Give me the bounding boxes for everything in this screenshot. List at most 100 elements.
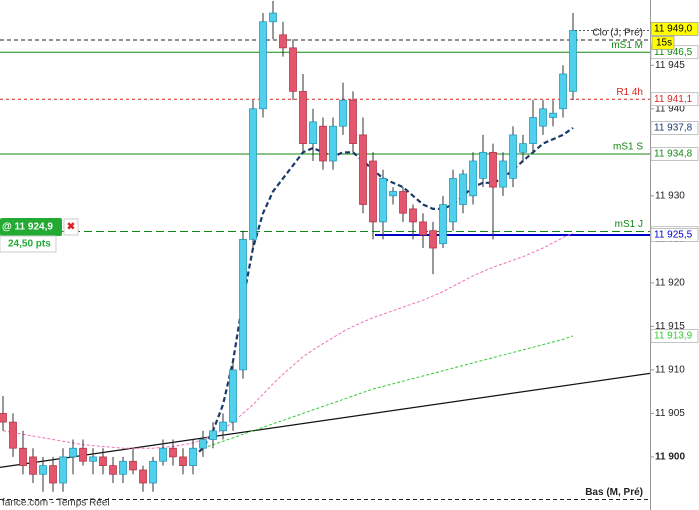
candle-body xyxy=(499,160,507,188)
candle-body xyxy=(179,456,187,466)
points-box xyxy=(0,235,57,253)
y-tick-label: 11 905 xyxy=(655,408,685,419)
candle-body xyxy=(389,191,397,197)
value-box-label: 11 941,1 xyxy=(654,94,693,105)
y-tick-label: 11 915 xyxy=(655,321,685,332)
candle-body xyxy=(89,456,97,462)
y-tick-label: 11 945 xyxy=(655,60,685,71)
candle-body xyxy=(69,447,77,458)
candle-body xyxy=(209,430,217,440)
candle-body xyxy=(409,208,417,223)
candle-body xyxy=(289,47,297,92)
candle-body xyxy=(309,121,317,144)
candle-body xyxy=(329,125,337,162)
order-label: @ 11 924,9 xyxy=(2,222,53,233)
candle-body xyxy=(39,465,47,475)
candle-body xyxy=(299,91,307,144)
candle-body xyxy=(379,178,387,223)
candle-body xyxy=(189,447,197,466)
candle-body xyxy=(339,99,347,127)
candle-body xyxy=(459,173,467,205)
candle-body xyxy=(119,460,127,475)
value-box-label: 11 937,8 xyxy=(654,123,693,134)
close-button[interactable] xyxy=(63,218,79,236)
level-label: mS1 J xyxy=(615,219,643,230)
candle-body xyxy=(29,456,37,475)
candle-body xyxy=(9,421,17,449)
candle-body xyxy=(529,117,537,144)
candle-body xyxy=(509,134,517,179)
level-label: Clo (J, Pré) xyxy=(592,28,643,39)
timer-box xyxy=(651,36,675,50)
candle-body xyxy=(219,421,227,432)
candle-body xyxy=(229,369,237,423)
candle-body xyxy=(139,469,147,484)
value-box xyxy=(650,329,699,343)
candle-body xyxy=(79,447,87,462)
candle-body xyxy=(279,34,287,49)
candle-body xyxy=(239,238,247,371)
candle-body xyxy=(0,413,7,423)
candle-body xyxy=(19,447,27,466)
candle-body xyxy=(539,108,547,127)
value-box-label: 11 946,5 xyxy=(654,47,693,58)
candle-body xyxy=(109,465,117,475)
order-box xyxy=(0,217,62,236)
value-box xyxy=(650,121,699,135)
candle-body xyxy=(99,456,107,466)
value-box xyxy=(650,228,699,242)
candle-body xyxy=(569,30,577,92)
candle-body xyxy=(469,160,477,197)
value-box xyxy=(650,22,699,36)
candle-body xyxy=(269,12,277,23)
candle-body xyxy=(479,151,487,179)
value-box-label: 11 925,5 xyxy=(654,230,693,241)
candle-body xyxy=(259,21,267,110)
value-box xyxy=(650,92,699,107)
candle-body xyxy=(549,112,557,118)
level-label: R1 4h xyxy=(616,87,643,98)
y-tick-label: 11 910 xyxy=(655,365,685,376)
candle-body xyxy=(359,134,367,205)
candle-body xyxy=(169,447,177,458)
candle-body xyxy=(59,456,67,484)
candle-body xyxy=(559,73,567,110)
y-tick-label: 11 940 xyxy=(655,103,685,114)
value-box xyxy=(650,147,699,161)
candle-body xyxy=(249,108,257,240)
candle-body xyxy=(129,460,137,471)
level-label: Bas (M, Pré) xyxy=(585,487,643,498)
candle-body xyxy=(429,230,437,249)
indicator-line xyxy=(202,335,574,449)
candle-body xyxy=(449,178,457,223)
candle-body xyxy=(149,460,157,484)
value-box-label: 11 934,8 xyxy=(654,149,693,160)
candle-body xyxy=(419,221,427,236)
candle-body xyxy=(399,191,407,214)
level-label: mS1 M xyxy=(611,40,643,51)
timer: 15s xyxy=(656,38,672,49)
y-tick-label: 11 900 xyxy=(655,452,685,463)
value-box-label: 11 949,0 xyxy=(654,24,693,35)
candle-body xyxy=(349,99,357,144)
candle-body xyxy=(319,125,327,162)
candle-body xyxy=(49,465,57,484)
candle-body xyxy=(159,447,167,462)
value-box-label: 11 913,9 xyxy=(654,331,693,342)
trendline xyxy=(0,372,651,468)
indicator-line xyxy=(2,232,574,449)
candle-body xyxy=(369,160,377,223)
y-tick-label: 11 920 xyxy=(655,277,685,288)
candle-body xyxy=(439,204,447,245)
level-label: mS1 S xyxy=(613,142,643,153)
order-points: 24,50 pts xyxy=(8,239,51,250)
close-icon[interactable]: ✖ xyxy=(67,222,75,233)
candle-body xyxy=(519,143,527,153)
candle-body xyxy=(199,439,207,449)
candle-body xyxy=(489,151,497,188)
source-watermark: fance.com - Temps Réel xyxy=(2,498,110,509)
y-tick-label: 11 930 xyxy=(655,190,685,201)
